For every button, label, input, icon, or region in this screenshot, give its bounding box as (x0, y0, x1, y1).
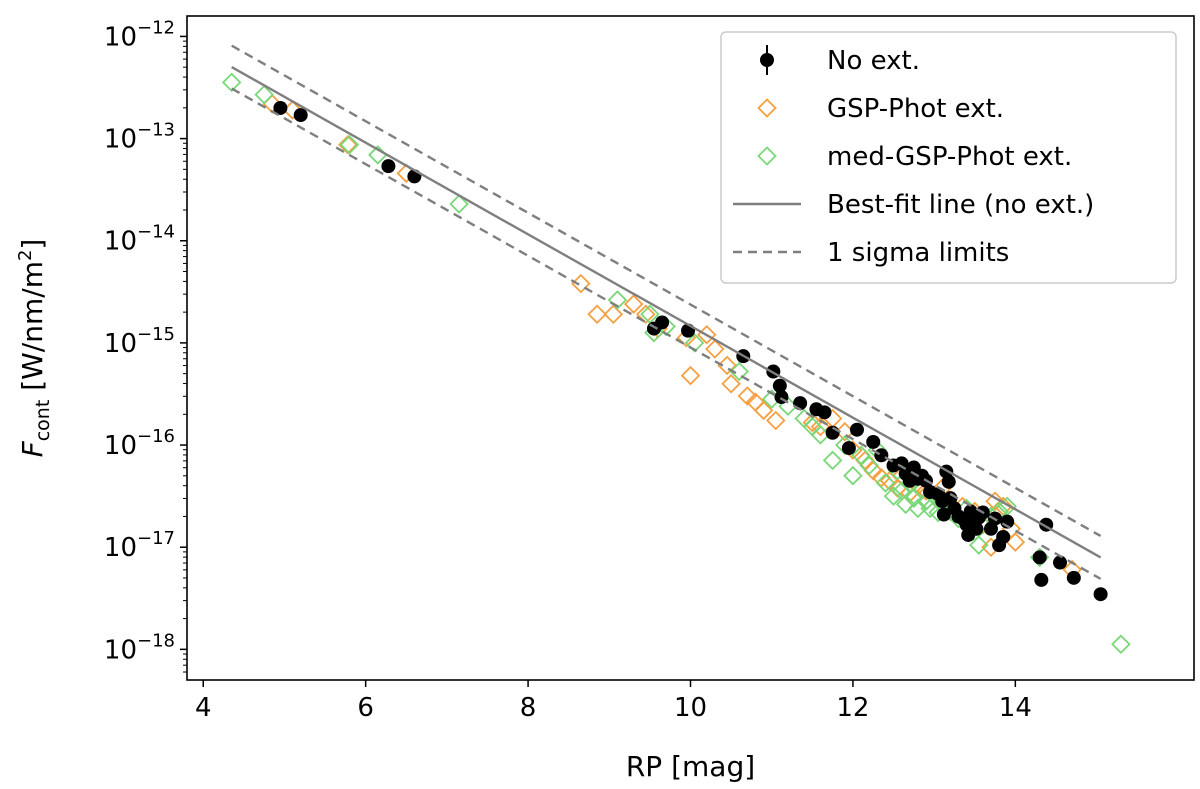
data-point (623, 294, 644, 314)
legend-label: GSP-Phot ext. (827, 94, 1004, 124)
x-tick-label: 8 (520, 693, 537, 723)
legend-label: 1 sigma limits (827, 238, 1009, 268)
data-point (822, 450, 843, 471)
data-point (1066, 570, 1081, 585)
data-point (636, 304, 656, 325)
data-point (969, 521, 984, 536)
data-point (866, 434, 881, 449)
data-point (587, 304, 607, 325)
data-point (843, 465, 863, 486)
data-point (1032, 550, 1047, 565)
y-tick-label: 10−14 (104, 222, 175, 257)
y-tick-label: 10−16 (104, 426, 175, 461)
best-fit-line (231, 66, 1102, 559)
x-tick-label: 6 (357, 693, 374, 723)
data-point (603, 304, 624, 325)
data-point (772, 378, 787, 393)
data-point (941, 474, 956, 489)
data-point (883, 486, 904, 506)
data-point (721, 373, 741, 394)
data-point (680, 365, 701, 386)
legend-entry: No ext. (760, 45, 920, 76)
y-axis-units-superscript: 2 (15, 250, 36, 261)
y-axis-units: [W/nm/m (16, 261, 49, 391)
y-tick-label: 10−12 (104, 17, 175, 52)
data-series-layer (221, 72, 1131, 655)
legend-label: No ext. (827, 46, 920, 76)
y-axis-subscript: cont (32, 400, 54, 442)
data-point (1093, 587, 1108, 602)
data-point (985, 491, 1005, 512)
y-tick-label: 10−18 (104, 630, 175, 665)
data-point (655, 315, 670, 330)
data-point (640, 304, 660, 325)
legend-marker (760, 53, 774, 67)
y-axis-ticks: 10−18 10−17 10−16 10−15 10−14 10−13 10−12 (104, 17, 187, 673)
data-point (969, 535, 989, 555)
series-no-ext (273, 100, 1108, 602)
data-point (859, 455, 879, 476)
data-point (753, 400, 774, 421)
y-axis-units-close: ] (16, 239, 49, 250)
x-tick-label: 12 (836, 693, 869, 723)
lower-sigma-line (231, 87, 1102, 580)
y-tick-label: 10−17 (104, 528, 175, 563)
x-axis-label: RP [mag] (626, 750, 755, 783)
legend-entry: GSP-Phot ext. (757, 94, 1004, 124)
data-point (841, 441, 856, 456)
data-point (607, 290, 628, 310)
data-point (1034, 572, 1049, 587)
data-point (717, 355, 737, 376)
data-point (737, 386, 758, 406)
legend-marker (757, 98, 777, 118)
data-point (381, 159, 396, 174)
legend-label: med-GSP-Phot ext. (827, 142, 1072, 172)
legend: No ext. GSP-Phot ext. med-GSP-Phot ext. Bes… (720, 31, 1177, 284)
data-point (254, 84, 274, 105)
y-axis-spacer (16, 391, 49, 400)
y-tick-label: 10−15 (104, 324, 175, 359)
legend-box (720, 31, 1177, 284)
legend-entry: Best-fit line (no ext.) (733, 190, 1094, 220)
data-point (996, 529, 1011, 544)
y-axis-symbol: F (16, 440, 49, 457)
upper-sigma-line (231, 44, 1102, 538)
data-point (849, 422, 864, 437)
data-point (571, 273, 591, 294)
data-point (729, 361, 749, 382)
data-point (293, 108, 308, 123)
legend-entry: med-GSP-Phot ext. (757, 142, 1072, 172)
data-point (851, 445, 871, 466)
data-point (1053, 555, 1068, 570)
data-point (339, 134, 360, 155)
data-point (273, 100, 288, 115)
data-point (794, 408, 814, 429)
data-point (765, 410, 786, 431)
data-point (875, 473, 896, 493)
fit-lines-layer (231, 44, 1102, 580)
x-axis-ticks: 4 6 8 10 12 14 (195, 680, 1032, 723)
data-point (874, 448, 889, 463)
data-point (817, 405, 832, 420)
legend-label: Best-fit line (no ext.) (827, 190, 1094, 220)
y-axis-label: Fcont [W/nm/m2] (15, 239, 54, 458)
data-point (936, 507, 951, 522)
legend-marker (757, 146, 777, 166)
x-tick-label: 14 (999, 693, 1032, 723)
data-point (221, 72, 242, 93)
data-point (705, 339, 725, 359)
data-point (449, 194, 469, 214)
data-point (338, 134, 358, 155)
legend-entry: 1 sigma limits (733, 238, 1009, 268)
y-tick-label: 10−13 (104, 120, 175, 155)
x-tick-label: 4 (195, 693, 212, 723)
data-point (684, 333, 705, 353)
data-point (1111, 634, 1131, 655)
data-point (895, 494, 916, 515)
x-tick-label: 10 (674, 693, 707, 723)
